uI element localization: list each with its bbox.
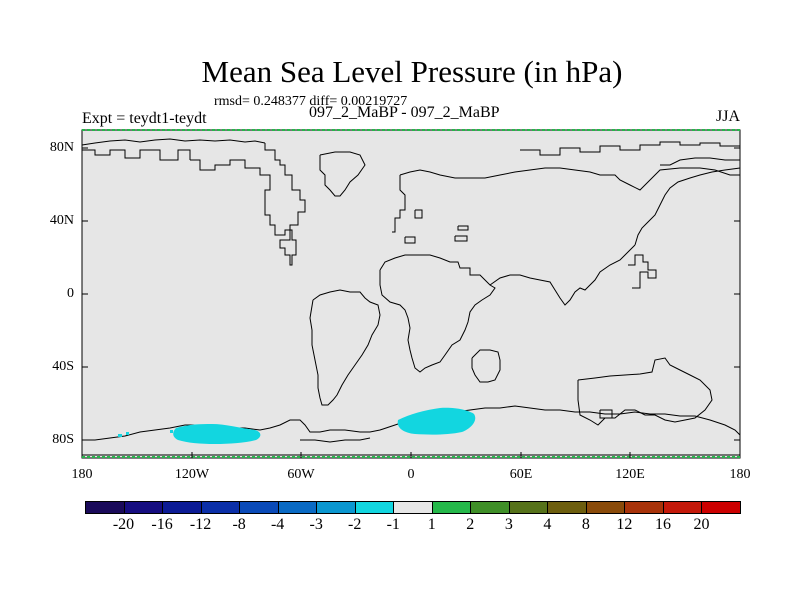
colorbar-swatch bbox=[662, 501, 703, 514]
colorbar-label: -4 bbox=[270, 516, 285, 533]
colorbar-swatch bbox=[162, 501, 202, 514]
anomaly-region-east bbox=[397, 407, 476, 435]
anomaly-speck bbox=[126, 432, 129, 435]
colorbar-swatch bbox=[239, 501, 279, 514]
colorbar-swatch bbox=[277, 501, 318, 514]
colorbar-label: -3 bbox=[309, 516, 323, 533]
axis-ticks bbox=[82, 147, 740, 458]
lon-label: 120E bbox=[615, 467, 645, 482]
lat-label: 80S bbox=[52, 432, 74, 447]
colorbar-swatch bbox=[200, 501, 241, 514]
colorbar-swatch bbox=[470, 501, 510, 514]
colorbar-swatch bbox=[316, 501, 356, 514]
colorbar-swatch bbox=[354, 501, 395, 514]
lat-label: 40S bbox=[52, 359, 74, 374]
anomaly-regions bbox=[118, 407, 476, 444]
lon-label: 60E bbox=[509, 467, 533, 482]
colorbar-label: 1 bbox=[427, 516, 436, 533]
colorbar-label: -12 bbox=[189, 516, 212, 533]
colorbar-label: 4 bbox=[543, 516, 552, 533]
anomaly-region-west bbox=[173, 424, 261, 444]
lon-label: 180 bbox=[729, 467, 751, 482]
colorbar-label: 20 bbox=[693, 516, 710, 533]
stats-text: rmsd= 0.248377 diff= 0.00219727 bbox=[214, 94, 408, 109]
lon-label: 120W bbox=[174, 467, 210, 482]
season-label: JJA bbox=[716, 108, 741, 125]
colorbar-label: -16 bbox=[151, 516, 173, 533]
colorbar-label: 2 bbox=[466, 516, 475, 533]
colorbar-swatch bbox=[123, 501, 164, 514]
lat-label: 80N bbox=[49, 140, 74, 155]
colorbar-swatch bbox=[585, 501, 626, 514]
plot-title: Mean Sea Level Pressure (in hPa) bbox=[201, 54, 623, 89]
lon-label: 60W bbox=[287, 467, 315, 482]
colorbar-swatch bbox=[508, 501, 549, 514]
anomaly-speck bbox=[118, 434, 122, 437]
colorbar-label: 8 bbox=[581, 516, 590, 533]
colorbar-label: -1 bbox=[386, 516, 400, 533]
lat-label: 0 bbox=[67, 286, 74, 301]
lon-label: 0 bbox=[407, 467, 415, 482]
colorbar-swatch bbox=[431, 501, 472, 514]
colorbar-swatch bbox=[393, 501, 433, 514]
colorbar-swatch bbox=[85, 501, 125, 514]
colorbar-label: -8 bbox=[232, 516, 246, 533]
colorbar-label: 16 bbox=[654, 516, 671, 533]
anomaly-speck bbox=[170, 430, 173, 433]
colorbar-label: -2 bbox=[348, 516, 362, 533]
colorbar-label: 12 bbox=[616, 516, 633, 533]
lon-label: 180 bbox=[71, 467, 93, 482]
colorbar-label: -20 bbox=[112, 516, 135, 533]
colorbar-swatch bbox=[701, 501, 741, 514]
map-background bbox=[82, 130, 740, 458]
comparison-label: 097_2_MaBP - 097_2_MaBP bbox=[309, 104, 500, 121]
colorbar-swatch bbox=[547, 501, 587, 514]
colorbar-label: 3 bbox=[504, 516, 513, 533]
experiment-label: Expt = teydt1-teydt bbox=[82, 110, 207, 127]
lat-label: 40N bbox=[49, 213, 74, 228]
colorbar-swatch bbox=[624, 501, 664, 514]
